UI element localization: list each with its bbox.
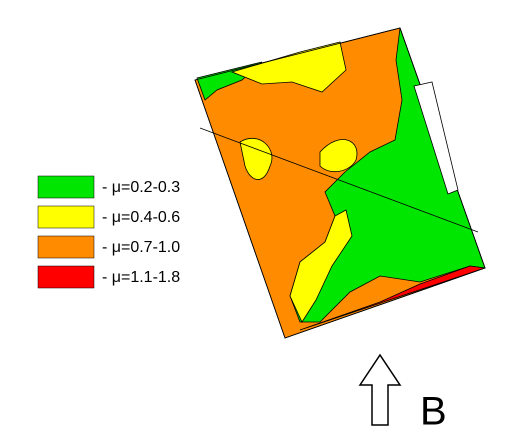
- region-yellow: [230, 41, 347, 93]
- legend-swatch: [37, 175, 95, 199]
- friction-map: [194, 27, 486, 339]
- direction-label: B: [420, 390, 447, 434]
- direction-arrow: [358, 353, 402, 426]
- region-yellow: [319, 139, 358, 173]
- region-yellow: [239, 137, 273, 180]
- legend-swatch: [37, 265, 95, 289]
- region-yellow: [289, 209, 353, 323]
- legend: - μ=0.2-0.3 - μ=0.4-0.6 - μ=0.7-1.0 - μ=1.1…: [37, 175, 180, 289]
- legend-swatch: [37, 205, 95, 229]
- legend-label: - μ=0.7-1.0: [102, 239, 180, 256]
- side-panel: [413, 81, 459, 195]
- section-line: [199, 127, 479, 233]
- legend-label: - μ=0.2-0.3: [102, 179, 180, 196]
- outline: [194, 27, 486, 339]
- legend-label: - μ=1.1-1.8: [102, 269, 180, 286]
- legend-label: - μ=0.4-0.6: [102, 209, 180, 226]
- legend-swatch: [37, 235, 95, 259]
